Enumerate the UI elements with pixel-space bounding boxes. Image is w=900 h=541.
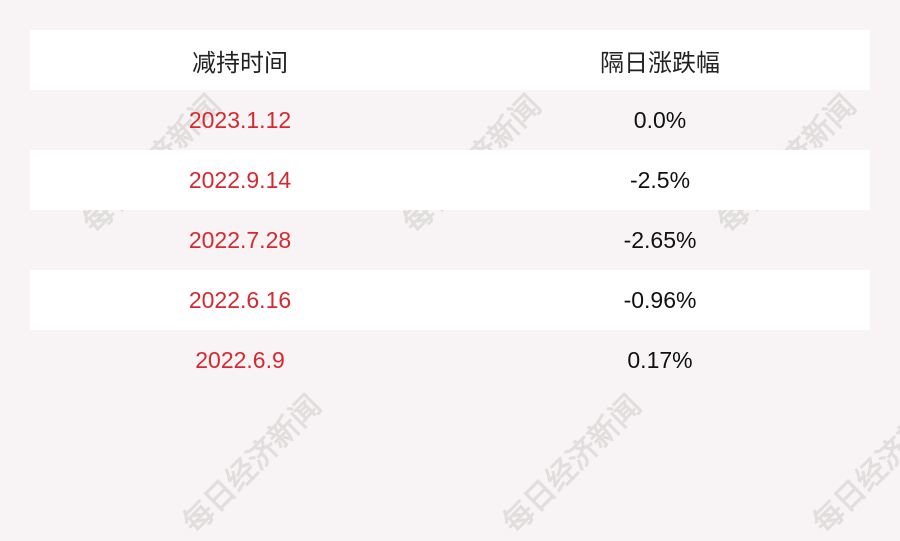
header-change: 隔日涨跌幅 [600, 49, 720, 77]
header-date: 减持时间 [192, 49, 288, 77]
change-cell: 0.17% [627, 346, 693, 373]
change-cell: 0.0% [633, 106, 687, 133]
watermark: 每日经济新闻 [806, 388, 900, 541]
date-cell: 2022.9.14 [188, 166, 292, 193]
table-row: 2023.1.12 0.0% [30, 90, 870, 150]
date-cell: 2023.1.12 [188, 106, 292, 133]
table-row: 2022.7.28 -2.65% [30, 210, 870, 270]
date-cell: 2022.6.16 [188, 286, 292, 313]
table-row: 2022.6.16 -0.96% [30, 270, 870, 330]
table-header: 减持时间 隔日涨跌幅 [30, 30, 870, 90]
change-cell: -2.65% [623, 226, 697, 253]
change-cell: -2.5% [629, 166, 691, 193]
date-cell: 2022.6.9 [195, 346, 285, 373]
table-row: 2022.9.14 -2.5% [30, 150, 870, 210]
date-cell: 2022.7.28 [188, 226, 292, 253]
watermark: 每日经济新闻 [496, 388, 649, 541]
table-row: 2022.6.9 0.17% [30, 330, 870, 390]
reduction-table: 减持时间 隔日涨跌幅 2023.1.12 0.0% 2022.9.14 -2.5… [30, 30, 870, 390]
watermark: 每日经济新闻 [176, 388, 329, 541]
change-cell: -0.96% [623, 286, 697, 313]
